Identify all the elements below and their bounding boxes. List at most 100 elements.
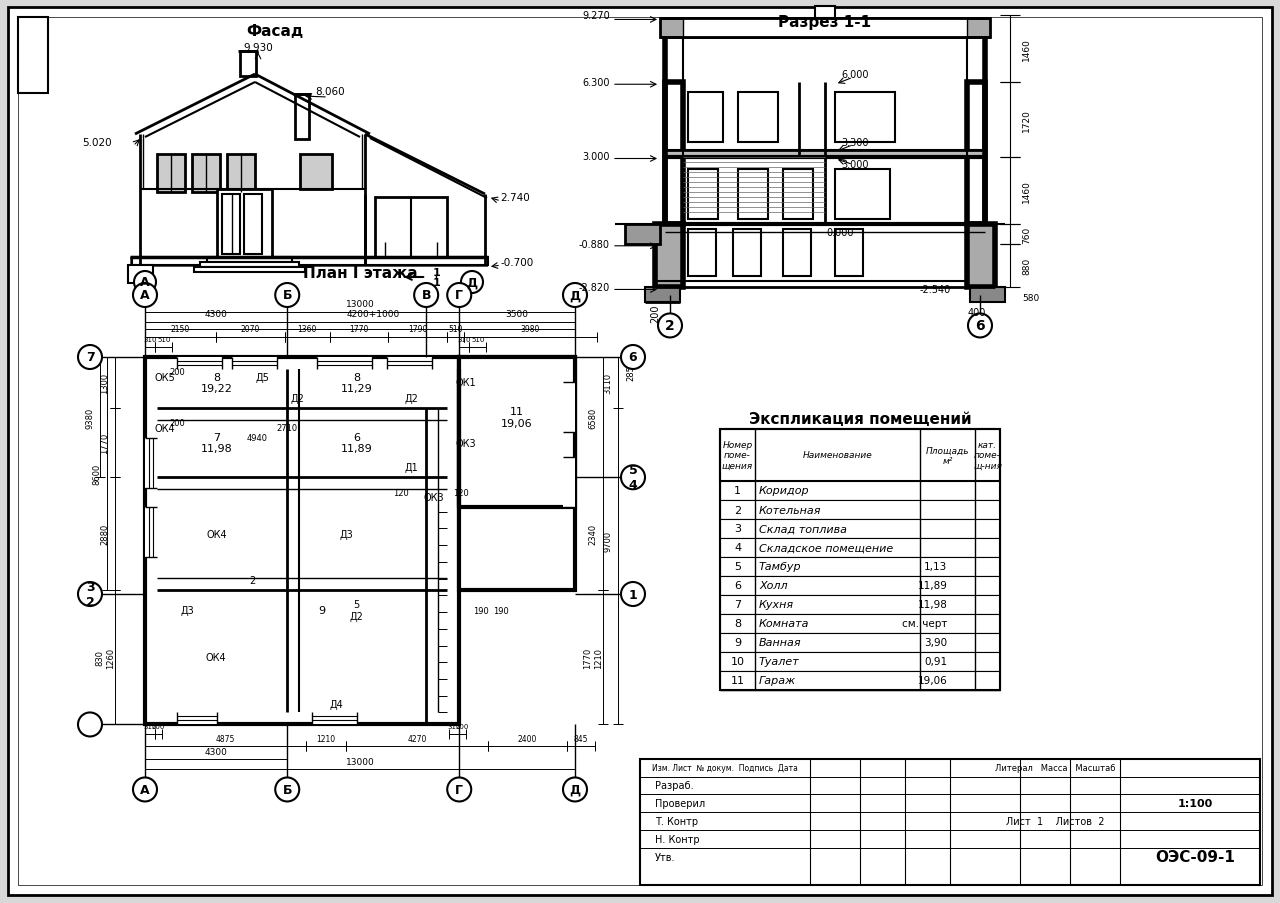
Text: 5.020: 5.020 (82, 138, 113, 148)
Text: Г: Г (456, 783, 463, 796)
Bar (645, 288, 680, 303)
Text: 1:100: 1:100 (1178, 798, 1212, 808)
Bar (241, 52, 256, 77)
Text: 200: 200 (169, 368, 184, 377)
Bar (966, 225, 995, 288)
Bar (221, 195, 241, 255)
Text: ОК4: ОК4 (206, 529, 228, 539)
Text: Коридор: Коридор (759, 486, 810, 496)
Text: Д3: Д3 (339, 529, 353, 539)
Bar (783, 170, 813, 219)
Circle shape (275, 777, 300, 802)
Bar (835, 170, 890, 219)
Text: 310: 310 (143, 337, 157, 342)
Text: 1770: 1770 (101, 433, 110, 453)
Circle shape (78, 712, 102, 737)
Bar (145, 439, 157, 489)
Text: Д1: Д1 (404, 462, 419, 473)
Text: План I этажа: План I этажа (302, 266, 417, 281)
Text: Г: Г (456, 289, 463, 303)
Text: ОК1: ОК1 (456, 378, 476, 388)
Text: -2.540: -2.540 (919, 284, 951, 294)
Text: 6580: 6580 (589, 407, 598, 428)
Text: 200: 200 (456, 723, 470, 730)
Text: 2400: 2400 (517, 734, 536, 743)
Circle shape (133, 777, 157, 802)
Text: Д: Д (570, 783, 581, 796)
Text: 830
1260: 830 1260 (95, 647, 115, 668)
Bar (966, 83, 986, 225)
Text: 510: 510 (471, 337, 485, 342)
Text: 1: 1 (433, 267, 440, 278)
Text: Холл: Холл (759, 581, 787, 591)
Bar (232, 358, 276, 369)
Text: 3.000: 3.000 (841, 161, 869, 171)
Text: 190: 190 (474, 606, 489, 615)
Bar (689, 170, 718, 219)
Text: 310: 310 (143, 723, 157, 730)
Circle shape (968, 314, 992, 338)
Circle shape (563, 284, 588, 308)
Text: 1770
1210: 1770 1210 (584, 647, 603, 668)
Text: 3110: 3110 (603, 373, 613, 394)
Text: 1300: 1300 (101, 373, 110, 394)
Text: 1360: 1360 (297, 325, 316, 334)
Text: 200: 200 (152, 723, 165, 730)
Text: 5
4: 5 4 (628, 464, 637, 492)
Circle shape (447, 777, 471, 802)
Text: 3,90: 3,90 (924, 638, 947, 647)
Text: Лист  1    Листов  2: Лист 1 Листов 2 (1006, 816, 1105, 826)
Text: 1: 1 (433, 278, 440, 288)
Circle shape (447, 284, 471, 308)
Text: 510: 510 (157, 337, 170, 342)
Text: 3980: 3980 (521, 325, 540, 334)
Bar (660, 19, 989, 39)
Text: 2150: 2150 (172, 325, 191, 334)
Text: Д: Д (570, 289, 581, 303)
Bar (128, 265, 154, 284)
Text: Б: Б (283, 783, 292, 796)
Text: Наименование: Наименование (803, 451, 873, 460)
Text: Д3: Д3 (180, 605, 193, 616)
Circle shape (461, 272, 483, 293)
Text: 3500: 3500 (506, 310, 529, 319)
Text: 760: 760 (1021, 226, 1030, 243)
Text: Экспликация помещений: Экспликация помещений (749, 412, 972, 427)
Text: 1460: 1460 (1021, 180, 1030, 202)
Bar (460, 358, 575, 591)
Text: 3.000: 3.000 (582, 153, 611, 163)
Text: см. черт: см. черт (902, 619, 947, 628)
Text: 6: 6 (628, 351, 637, 364)
Bar (835, 93, 895, 143)
Text: А: А (141, 783, 150, 796)
Text: Изм. Лист  № докум.  Подпись  Дата: Изм. Лист № докум. Подпись Дата (652, 764, 797, 773)
Circle shape (134, 272, 156, 293)
Text: 13000: 13000 (346, 757, 374, 766)
Text: Комната: Комната (759, 619, 809, 628)
Bar (177, 712, 218, 725)
Text: 120: 120 (393, 489, 410, 498)
Text: Д2: Д2 (404, 394, 419, 404)
Text: 2340: 2340 (589, 524, 598, 545)
Text: 1460: 1460 (1021, 38, 1030, 61)
Text: Котельная: Котельная (759, 505, 822, 515)
Circle shape (621, 346, 645, 369)
Text: 7
11,98: 7 11,98 (201, 433, 233, 454)
Text: 4300: 4300 (205, 747, 228, 756)
Text: 2070: 2070 (241, 325, 260, 334)
Text: 9380: 9380 (86, 407, 95, 428)
Bar (721, 652, 1000, 671)
Text: Ванная: Ванная (759, 638, 801, 647)
Text: В: В (421, 289, 431, 303)
Text: 190: 190 (493, 606, 509, 615)
Text: Тамбур: Тамбур (759, 562, 801, 572)
Circle shape (275, 284, 300, 308)
Text: Склад топлива: Склад топлива (759, 524, 847, 534)
Bar (157, 154, 186, 192)
Text: Б: Б (283, 289, 292, 303)
Text: 1720: 1720 (1021, 109, 1030, 132)
Bar (388, 358, 433, 369)
Bar (721, 538, 1000, 557)
Bar (132, 257, 488, 265)
Text: ОК4: ОК4 (155, 424, 175, 433)
